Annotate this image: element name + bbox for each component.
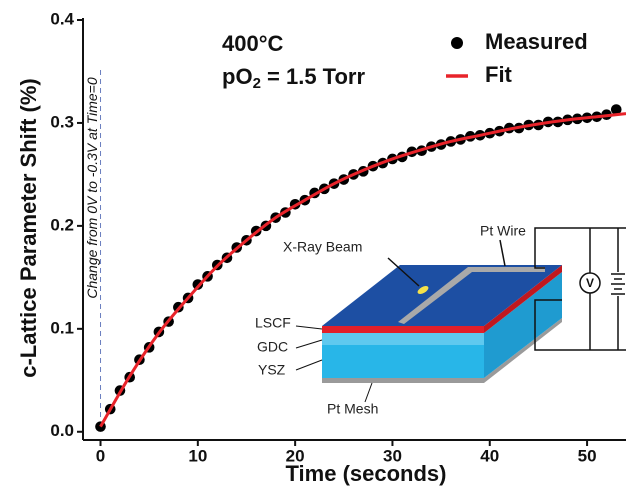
x-tick-label: 20 [286, 446, 305, 465]
pressure-note: pO2 = 1.5 Torr [222, 64, 365, 92]
legend-label: Measured [485, 29, 588, 54]
plot-layer: 0.0 0.1 0.2 0.3 0.4 0 10 20 30 40 50 Change from 0V… [50, 9, 626, 465]
meter-label: V [586, 276, 594, 290]
y-tick-label: 0.2 [50, 215, 74, 234]
pressure-text: = 1.5 Torr [261, 64, 366, 89]
y-tick-label: 0.4 [50, 9, 74, 28]
inset-diagram: X-Ray Beam Pt Wire LSCF GDC YSZ Pt Mesh … [255, 223, 626, 417]
gdc-layer [322, 333, 484, 345]
lscf-layer [322, 326, 484, 333]
circuit-wire [534, 299, 626, 351]
inset-label: YSZ [258, 362, 286, 378]
inset-label: LSCF [255, 315, 291, 331]
inset-label: Pt Mesh [327, 401, 378, 417]
side-face [484, 272, 562, 378]
inset-label: X-Ray Beam [283, 239, 362, 255]
legend-label: Fit [485, 62, 513, 87]
legend-marker [451, 37, 463, 49]
x-tick-label: 30 [383, 446, 402, 465]
inset-label: GDC [257, 339, 288, 355]
label-line [295, 359, 323, 371]
beam-arrow [387, 257, 420, 287]
pressure-sub: 2 [253, 75, 261, 92]
x-tick-label: 50 [578, 446, 597, 465]
event-note: Change from 0V to -0.3V at Time=0 [84, 77, 100, 298]
data-point [610, 104, 622, 115]
battery [611, 273, 625, 295]
x-tick-label: 10 [188, 446, 207, 465]
lscf-side [484, 265, 562, 333]
wire-arrow [499, 239, 506, 267]
x-tick-label: 40 [480, 446, 499, 465]
pressure-text: pO [222, 64, 253, 89]
x-tick-label: 0 [96, 446, 105, 465]
voltmeter [579, 272, 601, 294]
y-axis-label: c-Lattice Parameter Shift (%) [16, 78, 41, 378]
fit-line [99, 112, 626, 428]
pt-mesh-layer [322, 318, 562, 383]
y-tick-label: 0.0 [50, 421, 74, 440]
circuit-wire [534, 227, 626, 269]
label-line [295, 339, 323, 349]
xray-spot [417, 286, 429, 294]
top-face [322, 265, 562, 326]
label-line [364, 382, 373, 403]
label-line [295, 325, 323, 330]
inset-label: Pt Wire [480, 223, 526, 239]
temperature-note: 400°C [222, 31, 284, 56]
y-tick-label: 0.1 [50, 318, 74, 337]
y-tick-label: 0.3 [50, 112, 74, 131]
x-axis-label: Time (seconds) [286, 461, 447, 486]
